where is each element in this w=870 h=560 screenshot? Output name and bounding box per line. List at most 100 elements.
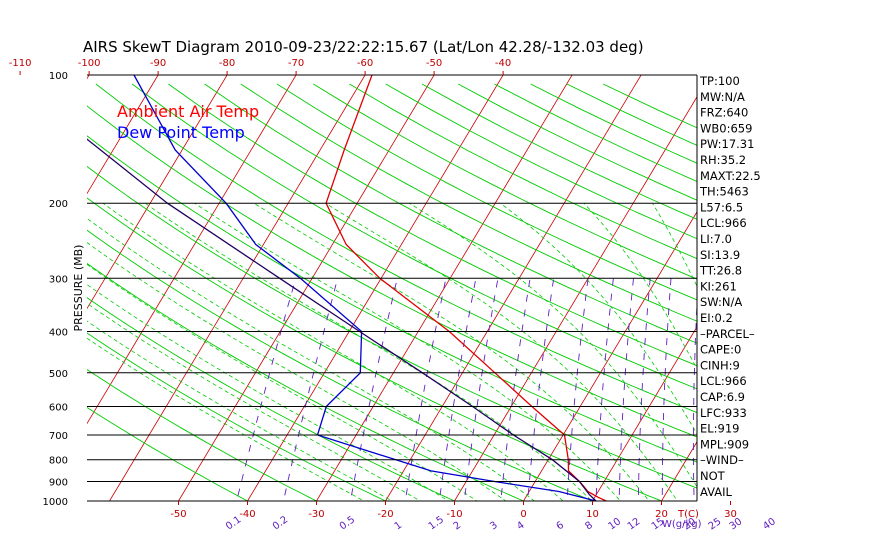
series-line-parcel xyxy=(87,138,597,501)
index-label: CAPE:0 xyxy=(700,343,741,357)
isotherm-line xyxy=(87,75,297,425)
mixing-ratio-line xyxy=(767,278,775,510)
moist-adiabat-line xyxy=(87,263,478,501)
index-label: L57:6.5 xyxy=(700,200,743,214)
index-label: EI:0.2 xyxy=(700,311,733,325)
index-label: RH:35.2 xyxy=(700,153,746,167)
index-label: FRZ:640 xyxy=(700,106,748,120)
index-label: SW:N/A xyxy=(700,295,742,309)
bottom-temp-tick-label: -40 xyxy=(239,509,255,520)
bottom-temp-tick-label: 30 xyxy=(724,509,737,520)
pressure-tick-label: 300 xyxy=(49,274,68,285)
index-label: –WIND– xyxy=(700,453,744,467)
moist-adiabat-line xyxy=(87,320,393,501)
pressure-tick-label: 400 xyxy=(49,327,68,338)
top-temp-tick-label: -80 xyxy=(219,58,235,69)
moist-adiabat-line xyxy=(87,284,450,501)
mixing-ratio-tick-label: 0.2 xyxy=(271,514,290,532)
index-label: –PARCEL– xyxy=(700,327,755,341)
moist-adiabat-line xyxy=(500,202,697,435)
moist-adiabat-line xyxy=(194,202,622,501)
mixing-ratio-tick-label: 1.5 xyxy=(427,514,446,532)
index-label: SI:13.9 xyxy=(700,248,740,262)
moist-adiabat-line xyxy=(87,337,365,501)
skewt-grid xyxy=(87,75,775,510)
legend: Ambient Air Temp Dew Point Temp xyxy=(117,102,259,142)
dry-adiabat-line xyxy=(87,229,594,501)
pressure-tick-label: 900 xyxy=(49,478,68,489)
bottom-temp-tick-label: -10 xyxy=(446,509,462,520)
dry-adiabat-line xyxy=(168,83,697,367)
top-temp-tick-label: -60 xyxy=(357,58,373,69)
mixing-ratio-line xyxy=(500,278,531,501)
top-temp-tick-label: -110 xyxy=(9,58,32,69)
index-label: NOT xyxy=(700,469,726,483)
dry-adiabat-line xyxy=(87,135,697,463)
mixing-ratio-line xyxy=(618,278,634,501)
mixing-ratio-tick-label: 8 xyxy=(583,520,595,533)
dry-adiabat-line xyxy=(131,83,697,390)
mixing-ratio-line xyxy=(692,297,697,501)
dry-adiabat-line xyxy=(240,83,697,322)
mixing-ratio-line xyxy=(595,278,614,501)
top-temp-tick-label: -90 xyxy=(150,58,166,69)
dry-adiabat-line xyxy=(87,262,525,501)
temp-unit-label: T(C) xyxy=(677,509,699,520)
top-temp-tick-label: -100 xyxy=(78,58,101,69)
bottom-temp-tick-label: 20 xyxy=(655,509,668,520)
pressure-tick-label: 600 xyxy=(49,402,68,413)
mixing-ratio-line xyxy=(463,278,499,501)
index-label: TH:5463 xyxy=(699,185,749,199)
isotherm-line xyxy=(385,75,642,501)
moist-adiabat-line xyxy=(144,202,593,501)
mixing-ratio-tick-label: 4 xyxy=(515,520,527,533)
moist-adiabat-line xyxy=(87,242,507,501)
pressure-tick-label: 100 xyxy=(49,71,68,82)
axes: 1002003004005006007008009001000-120-110-… xyxy=(9,58,778,533)
dry-adiabat-line xyxy=(204,83,697,344)
top-temp-tick-label: -70 xyxy=(288,58,304,69)
index-label: WB0:659 xyxy=(700,121,752,135)
pressure-tick-label: 800 xyxy=(49,456,68,467)
mixing-ratio-tick-label: 1 xyxy=(393,520,405,533)
dry-adiabat-line xyxy=(385,83,697,240)
legend-entry: Ambient Air Temp xyxy=(117,102,259,121)
index-label: LCL:966 xyxy=(700,216,747,230)
dry-adiabat-line xyxy=(313,83,697,280)
moist-adiabat-line xyxy=(583,202,697,370)
pressure-tick-label: 700 xyxy=(49,431,68,442)
mixing-ratio-tick-label: 10 xyxy=(607,516,624,532)
mixing-ratio-line xyxy=(283,278,339,501)
isotherm-line xyxy=(87,75,228,310)
dry-adiabat-line xyxy=(87,197,663,501)
moist-adiabat-line xyxy=(409,202,697,488)
mixing-ratio-line xyxy=(527,278,555,501)
mixing-ratio-line xyxy=(404,278,447,501)
top-temp-tick-label: -40 xyxy=(495,58,511,69)
mixing-ratio-tick-label: 3 xyxy=(488,520,500,533)
isotherm-line xyxy=(109,75,366,501)
dry-adiabat-line xyxy=(349,83,697,260)
index-label: LFC:933 xyxy=(700,406,747,420)
index-label: PW:17.31 xyxy=(700,137,754,151)
index-label: AVAIL xyxy=(700,485,733,499)
isotherm-line xyxy=(178,75,435,501)
top-temp-tick-label: -50 xyxy=(426,58,442,69)
index-label: CINH:9 xyxy=(700,358,740,372)
isotherm-line xyxy=(661,441,697,501)
index-label: EL:919 xyxy=(700,422,740,436)
dry-adiabat-line xyxy=(87,332,387,501)
mixing-ratio-line xyxy=(566,278,589,501)
isotherm-line xyxy=(87,75,159,195)
dry-adiabat-line xyxy=(87,406,249,501)
bottom-temp-tick-label: 10 xyxy=(586,509,599,520)
dry-adiabat-line xyxy=(276,83,697,301)
index-label: KI:261 xyxy=(700,279,737,293)
index-label: MW:N/A xyxy=(700,90,745,104)
index-label: TP:100 xyxy=(699,74,740,88)
isotherm-line xyxy=(247,75,504,501)
index-label: MPL:909 xyxy=(700,437,749,451)
bottom-temp-tick-label: 0 xyxy=(520,509,526,520)
moist-adiabat-line xyxy=(325,202,678,501)
dry-adiabat-line xyxy=(87,165,697,489)
